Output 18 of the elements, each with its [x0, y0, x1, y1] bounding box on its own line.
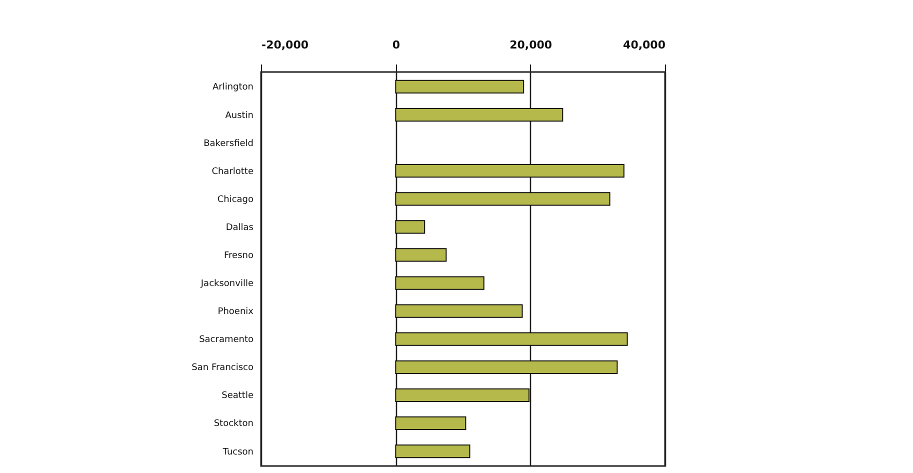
y-tick-label: Arlington — [212, 82, 254, 93]
y-tick-label: San Francisco — [192, 363, 254, 374]
y-tick-label: Tucson — [222, 447, 254, 458]
y-tick-label: Charlotte — [212, 166, 254, 177]
y-tick-label: Jacksonville — [200, 279, 254, 290]
y-tick-label: Bakersfield — [204, 138, 254, 149]
y-tick-label: Seattle — [222, 391, 254, 402]
x-tick-label: -20,000 — [262, 38, 309, 52]
y-tick-label: Stockton — [214, 419, 254, 430]
x-tick-label: 20,000 — [510, 38, 552, 52]
y-tick-label: Phoenix — [218, 307, 254, 318]
y-tick-label: Sacramento — [199, 335, 254, 346]
y-tick-label: Fresno — [224, 250, 254, 261]
y-tick-label: Austin — [225, 110, 254, 121]
x-tick-label: 0 — [392, 38, 400, 52]
y-tick-label: Chicago — [217, 194, 254, 205]
y-tick-label: Dallas — [226, 222, 254, 233]
x-tick-label: 40,000 — [623, 38, 666, 52]
